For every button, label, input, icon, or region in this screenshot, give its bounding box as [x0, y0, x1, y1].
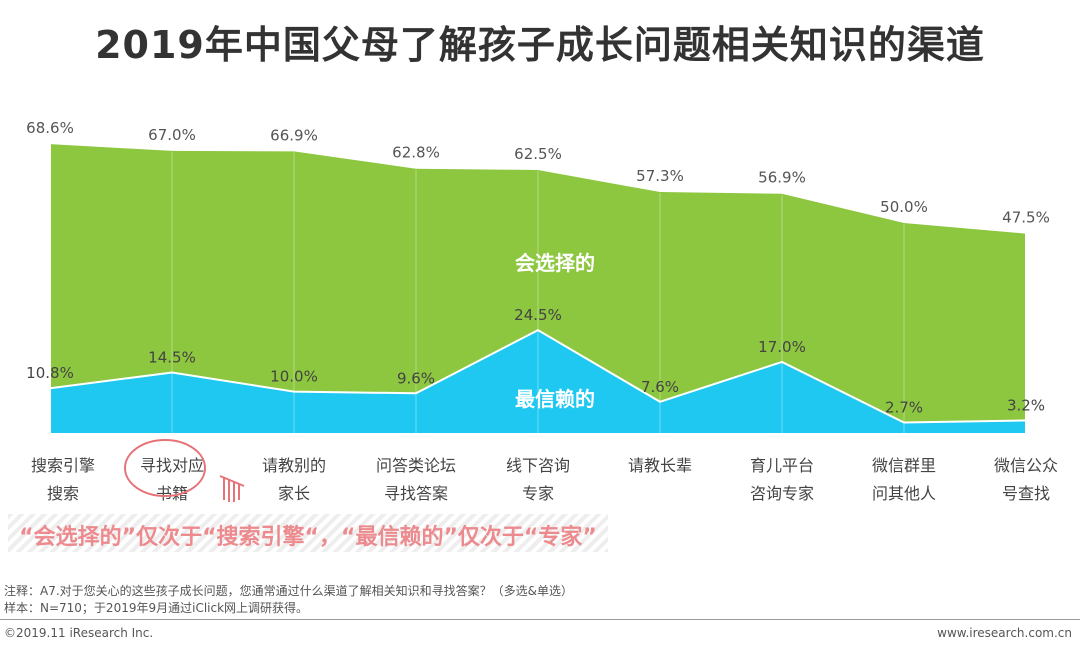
- footer-divider: [0, 619, 1080, 620]
- data-label: 66.9%: [270, 126, 318, 144]
- callout-text: “会选择的”仅次于“搜索引擎“，“最信赖的”仅次于“专家”: [19, 525, 597, 550]
- data-label: 56.9%: [758, 169, 806, 187]
- note-question: 注释：A7.对于您关心的这些孩子成长问题，您通常通过什么渠道了解相关知识和寻找答…: [4, 584, 574, 598]
- category-label: 请教长辈: [605, 452, 715, 480]
- category-label-line: 家长: [277, 484, 310, 503]
- data-label: 10.8%: [26, 364, 74, 382]
- copyright: ©2019.11 iResearch Inc.: [4, 626, 154, 640]
- data-label: 50.0%: [880, 198, 928, 216]
- category-label: 问答类论坛 寻找答案: [361, 452, 471, 508]
- circle-annotation-icon: [124, 439, 245, 502]
- area-series-1: [49, 328, 1027, 435]
- category-label-line: 寻找答案: [383, 484, 448, 503]
- category-label: 寻找对应 书籍: [117, 452, 227, 508]
- data-label: 62.5%: [514, 145, 562, 163]
- category-label-line: 育儿平台: [749, 456, 814, 475]
- data-label: 24.5%: [514, 306, 562, 324]
- data-label: 47.5%: [1002, 209, 1050, 227]
- data-label: 2.7%: [885, 399, 923, 417]
- category-label: 搜索引擎 搜索: [8, 452, 118, 508]
- data-label: 68.6%: [26, 119, 74, 137]
- chart-title: 2019年中国父母了解孩子成长问题相关知识的渠道: [95, 23, 985, 67]
- series-label-trust: 最信赖的: [515, 387, 595, 411]
- category-label-line: 号查找: [1001, 484, 1050, 503]
- category-label-line: 搜索引擎: [30, 456, 95, 475]
- series-label-choose: 会选择的: [515, 251, 595, 275]
- category-label-line: 寻找对应: [139, 456, 204, 475]
- data-label: 3.2%: [1007, 396, 1045, 414]
- category-label-line: 问答类论坛: [375, 456, 456, 475]
- category-label-line: 微信群里: [871, 456, 936, 475]
- category-label: 微信群里 问其他人: [849, 452, 959, 508]
- category-label-line: 问其他人: [871, 484, 936, 503]
- data-label: 57.3%: [636, 167, 684, 185]
- category-label-line: 请教长辈: [627, 456, 692, 475]
- category-label-line: 咨询专家: [749, 484, 814, 503]
- data-label: 10.0%: [270, 368, 318, 386]
- category-label-line: 请教别的: [261, 456, 326, 475]
- note-sample: 样本：N=710；于2019年9月通过iClick网上调研获得。: [4, 601, 309, 615]
- category-label-line: 搜索: [46, 484, 79, 503]
- data-label: 9.6%: [397, 369, 435, 387]
- category-label-line: 微信公众: [993, 456, 1058, 475]
- category-label: 微信公众 号查找: [971, 452, 1080, 508]
- category-label: 线下咨询 专家: [483, 452, 593, 508]
- category-label-line: 书籍: [155, 484, 188, 503]
- data-label: 62.8%: [392, 144, 440, 162]
- area-chart: 68.6% 67.0% 66.9% 62.8% 62.5% 57.3% 56.9% 50.0%…: [26, 119, 1050, 435]
- callout-banner: “会选择的”仅次于“搜索引擎“，“最信赖的”仅次于“专家”: [8, 514, 608, 552]
- data-label: 17.0%: [758, 338, 806, 356]
- data-label: 67.0%: [148, 126, 196, 144]
- category-label: 请教别的 家长: [239, 452, 349, 508]
- category-label-line: 线下咨询: [505, 456, 570, 475]
- data-label: 14.5%: [148, 349, 196, 367]
- website: www.iresearch.com.cn: [937, 626, 1072, 640]
- category-label: 育儿平台 咨询专家: [727, 452, 837, 508]
- data-label: 7.6%: [641, 378, 679, 396]
- category-label-line: 专家: [521, 484, 554, 503]
